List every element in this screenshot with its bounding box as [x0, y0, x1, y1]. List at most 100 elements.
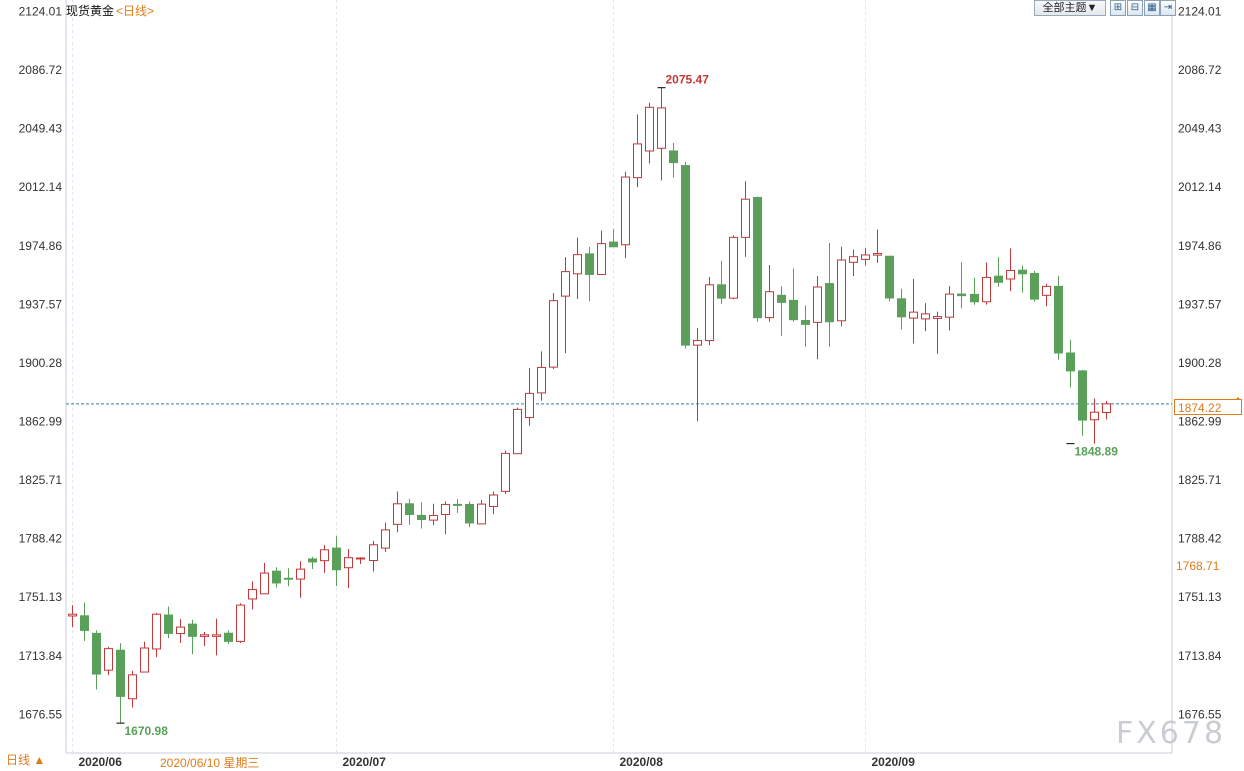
- candle-body: [1042, 285, 1051, 296]
- candle-body: [356, 557, 365, 560]
- candle-body: [501, 452, 510, 492]
- candle-up: [1090, 398, 1099, 444]
- candle-body: [633, 143, 642, 179]
- candle-body: [549, 300, 558, 368]
- candle-body: [621, 176, 630, 246]
- candle-down: [1018, 265, 1027, 293]
- candle-body: [212, 634, 221, 637]
- candle-up: [356, 557, 365, 564]
- period-link[interactable]: <日线>: [116, 4, 155, 18]
- watermark: FX678: [1116, 716, 1227, 751]
- candle-body: [657, 107, 666, 149]
- y-tick-label-right: 1825.71: [1178, 473, 1222, 487]
- candle-down: [897, 288, 906, 330]
- y-tick-label-left: 1676.55: [19, 707, 63, 721]
- candle-up: [212, 618, 221, 656]
- candle-body: [777, 294, 786, 303]
- candle-body: [344, 557, 353, 569]
- candle-up: [128, 670, 137, 708]
- candle-body: [164, 614, 173, 634]
- candle-up: [381, 522, 390, 552]
- candle-body: [717, 284, 726, 299]
- candle-up: [176, 619, 185, 643]
- candle-body: [188, 623, 197, 637]
- candle-body: [705, 284, 714, 342]
- candle-body: [1018, 269, 1027, 275]
- zoom-out-icon[interactable]: ⊟: [1127, 0, 1143, 16]
- y-tick-label-left: 1900.28: [19, 356, 63, 370]
- extreme-label: 1848.89: [1075, 445, 1119, 459]
- candle-body: [970, 293, 979, 303]
- candle-up: [705, 276, 714, 346]
- candle-body: [1030, 272, 1039, 300]
- candle-up: [537, 351, 546, 401]
- extreme-label: 1670.98: [125, 724, 169, 738]
- y-tick-label-right: 1937.57: [1178, 297, 1222, 311]
- candle-up: [104, 646, 113, 676]
- candle-body: [381, 529, 390, 549]
- candle-up: [861, 248, 870, 266]
- candle-body: [813, 286, 822, 323]
- candle-up: [513, 407, 522, 455]
- period-tab[interactable]: 日线 ▲: [6, 753, 46, 767]
- candle-down: [970, 277, 979, 305]
- candle-body: [681, 165, 690, 346]
- y-tick-label-left: 1825.71: [19, 473, 63, 487]
- candle-body: [537, 366, 546, 394]
- candle-body: [369, 544, 378, 562]
- candle-body: [320, 549, 329, 562]
- zoom-in-icon[interactable]: ⊞: [1110, 0, 1126, 16]
- candle-down: [224, 630, 233, 645]
- candle-body: [597, 243, 606, 275]
- candle-down: [789, 268, 798, 322]
- instrument-name: 现货黄金: [66, 4, 115, 18]
- candle-down: [1054, 275, 1063, 360]
- candle-up: [248, 581, 257, 610]
- candle-body: [260, 572, 269, 595]
- candle-down: [272, 567, 281, 588]
- candle-down: [284, 568, 293, 587]
- candle-up: [1102, 401, 1111, 420]
- candle-up: [633, 114, 642, 188]
- y-tick-label-right: 1974.86: [1178, 239, 1222, 253]
- candle-body: [128, 674, 137, 700]
- candle-body: [873, 253, 882, 256]
- candle-up: [561, 257, 570, 353]
- candle-down: [717, 260, 726, 304]
- candle-body: [1066, 352, 1075, 372]
- candle-body: [1102, 403, 1111, 414]
- candle-body: [248, 589, 257, 600]
- candle-down: [453, 499, 462, 513]
- candle-body: [224, 632, 233, 642]
- theme-button[interactable]: 全部主题▼: [1034, 0, 1106, 16]
- candle-up: [236, 603, 245, 643]
- candle-body: [753, 196, 762, 319]
- candle-up: [657, 87, 666, 181]
- grid-icon[interactable]: ▦: [1144, 0, 1160, 16]
- y-tick-label-right: 2124.01: [1178, 4, 1222, 18]
- candle-body: [489, 494, 498, 507]
- candle-down: [669, 142, 678, 178]
- candle-up: [489, 491, 498, 515]
- candle-down: [753, 196, 762, 322]
- candle-up: [982, 262, 991, 305]
- candle-body: [68, 613, 77, 617]
- candle-up: [573, 237, 582, 299]
- candle-up: [549, 292, 558, 370]
- candle-body: [1054, 285, 1063, 354]
- y-tick-label-left: 2124.01: [19, 4, 63, 18]
- candle-up: [369, 540, 378, 572]
- candle-body: [80, 615, 89, 631]
- candle-up: [597, 230, 606, 275]
- candle-body: [332, 547, 341, 571]
- candle-down: [994, 257, 1003, 287]
- candle-body: [1090, 411, 1099, 421]
- candle-down: [681, 161, 690, 349]
- candle-down: [825, 243, 834, 347]
- y-tick-label-right: 2049.43: [1178, 122, 1222, 136]
- candle-down: [417, 502, 426, 529]
- candle-up: [873, 229, 882, 263]
- scroll-end-icon[interactable]: ⇥: [1160, 0, 1176, 16]
- candle-body: [801, 319, 810, 325]
